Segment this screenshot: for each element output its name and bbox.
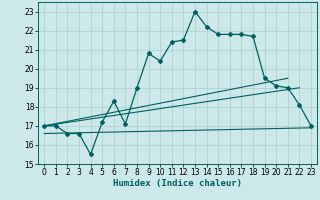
X-axis label: Humidex (Indice chaleur): Humidex (Indice chaleur) <box>113 179 242 188</box>
